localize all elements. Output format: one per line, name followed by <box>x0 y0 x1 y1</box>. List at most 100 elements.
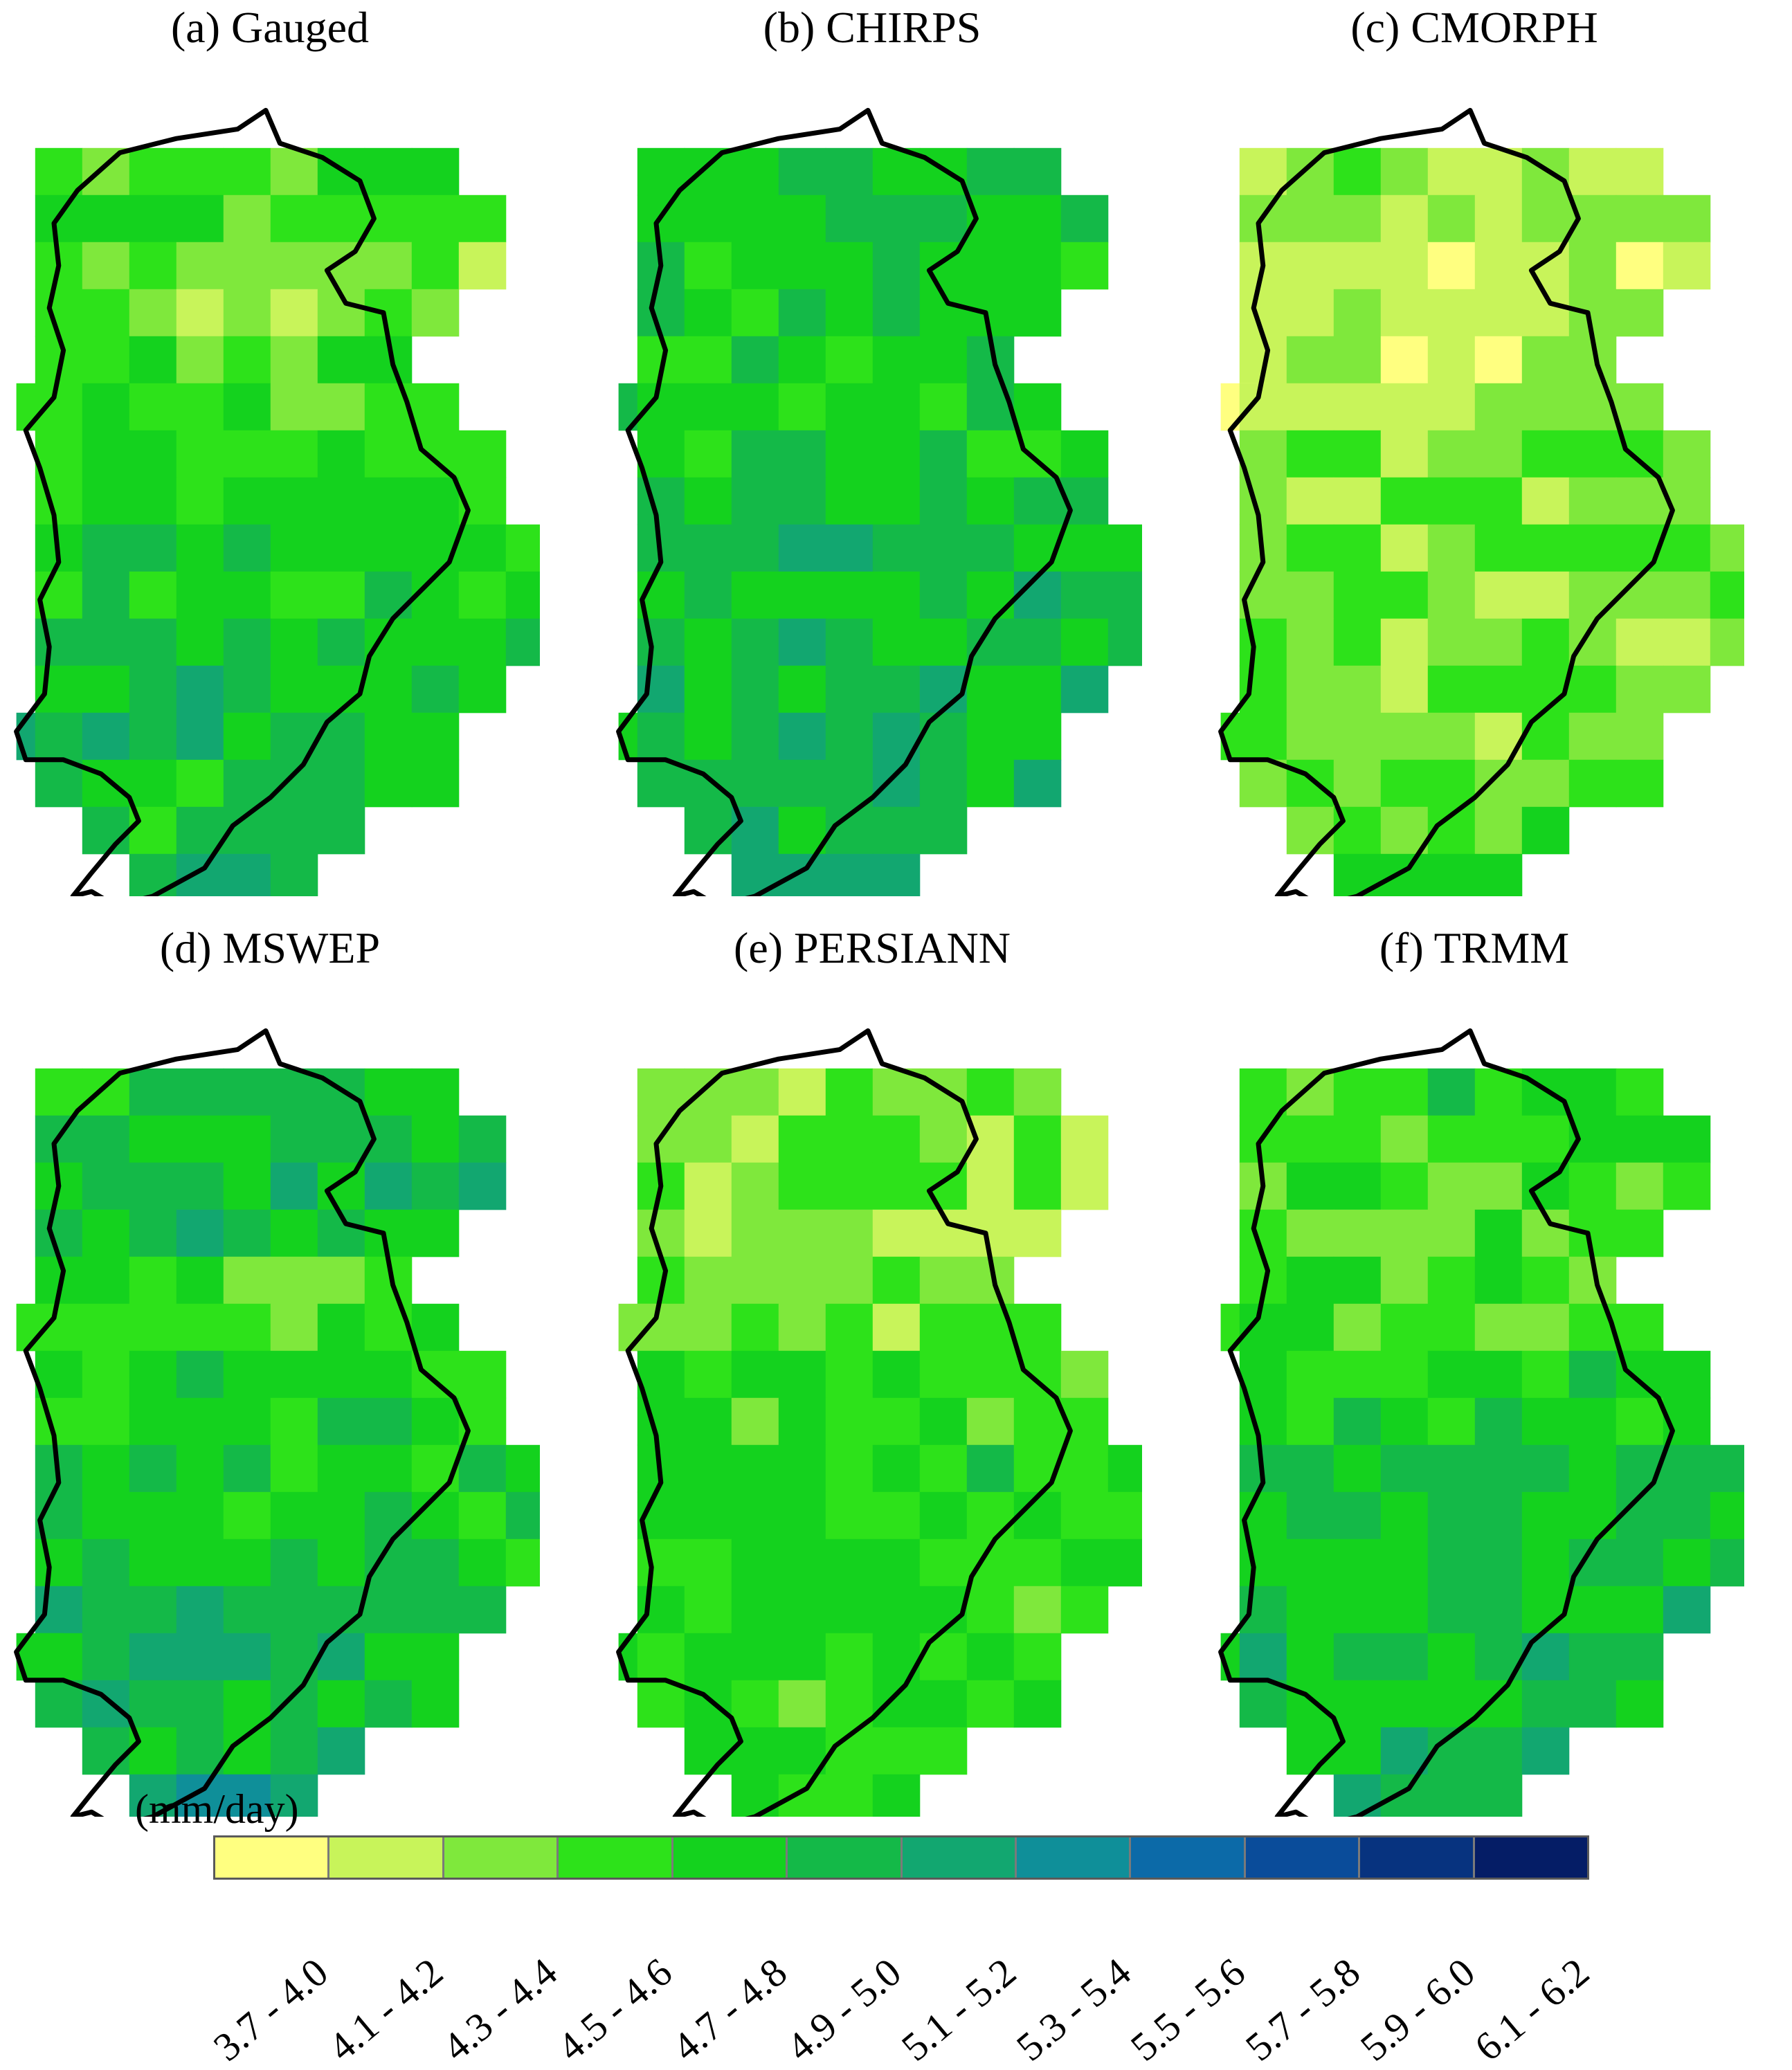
grid-cell <box>35 1350 83 1399</box>
grid-cell <box>35 712 83 761</box>
panel-title: (e) PERSIANN <box>734 923 1011 972</box>
grid-cell <box>1427 1538 1476 1587</box>
grid-cell <box>778 571 826 619</box>
grid-cell <box>1427 430 1476 478</box>
grid-cell <box>1380 242 1429 290</box>
grid-cell <box>1568 1633 1617 1681</box>
grid-cell <box>1663 194 1711 243</box>
grid-cell <box>270 1727 318 1775</box>
grid-cell <box>637 1068 685 1116</box>
grid-cell <box>1521 1256 1570 1305</box>
grid-cell <box>223 665 271 714</box>
grid-cell <box>458 430 507 478</box>
grid-cell <box>684 1115 732 1163</box>
grid-cell <box>778 524 826 572</box>
grid-cell <box>1427 1350 1476 1399</box>
precipitation-grid-map <box>1218 1028 1744 1817</box>
grid-cell <box>1521 383 1570 431</box>
grid-cell <box>176 712 224 761</box>
grid-cell <box>778 759 826 808</box>
grid-cell <box>684 1397 732 1446</box>
legend-label: 5.5 - 5.6 <box>1122 1949 1254 2070</box>
grid-cell <box>1060 1162 1109 1210</box>
legend-label: 5.7 - 5.8 <box>1236 1949 1368 2070</box>
grid-cell <box>684 571 732 619</box>
grid-cell <box>1568 759 1617 808</box>
grid-cell <box>872 1350 921 1399</box>
grid-cell <box>223 1303 271 1352</box>
grid-cell <box>778 1538 826 1587</box>
grid-cell <box>270 1680 318 1728</box>
grid-cell <box>270 430 318 478</box>
grid-cell <box>637 1350 685 1399</box>
legend-swatch <box>444 1837 559 1878</box>
grid-cell <box>778 1727 826 1775</box>
legend-swatch <box>1131 1837 1246 1878</box>
grid-cell <box>778 853 826 896</box>
grid-cell <box>1615 1162 1664 1210</box>
grid-cell <box>270 853 318 896</box>
grid-cell <box>223 524 271 572</box>
grid-cell <box>825 853 874 896</box>
grid-cell <box>1333 1491 1382 1540</box>
grid-cell <box>1568 477 1617 525</box>
legend-label: 5.9 - 6.0 <box>1351 1949 1483 2070</box>
grid-cell <box>637 1538 685 1587</box>
grid-cell <box>778 1115 826 1163</box>
grid-cell <box>1286 1068 1334 1116</box>
grid-cell <box>1521 1680 1570 1728</box>
grid-cell <box>82 1303 130 1352</box>
grid-cell <box>731 1209 779 1258</box>
grid-cell <box>317 1115 365 1163</box>
grid-cell <box>684 1162 732 1210</box>
grid-cell <box>35 1303 83 1352</box>
grid-cell <box>778 430 826 478</box>
grid-cell <box>176 1397 224 1446</box>
grid-cell <box>129 618 177 666</box>
grid-cell <box>1521 1350 1570 1399</box>
grid-cell <box>872 1680 921 1728</box>
grid-cell <box>1013 618 1062 666</box>
grid-cell <box>1013 194 1062 243</box>
grid-cell <box>1521 1444 1570 1493</box>
grid-cell <box>364 571 413 619</box>
grid-cell <box>1663 524 1711 572</box>
grid-cell <box>223 1633 271 1681</box>
grid-cell <box>1333 712 1382 761</box>
grid-cell <box>1286 430 1334 478</box>
grid-cell <box>1474 242 1523 290</box>
grid-cell <box>684 1068 732 1116</box>
grid-cell <box>684 194 732 243</box>
grid-cell <box>458 1491 507 1540</box>
panel-title: (a) Gauged <box>170 3 370 52</box>
grid-cell <box>825 477 874 525</box>
grid-cell <box>1380 712 1429 761</box>
grid-cell <box>1663 430 1711 478</box>
grid-cell <box>1333 1538 1382 1587</box>
grid-cell <box>1521 1491 1570 1540</box>
grid-cell <box>825 1256 874 1305</box>
grid-cell <box>82 759 130 808</box>
grid-cell <box>176 1444 224 1493</box>
grid-cell <box>317 1727 365 1775</box>
grid-cell <box>1474 1727 1523 1775</box>
grid-cell <box>1427 242 1476 290</box>
grid-cell <box>684 1538 732 1587</box>
grid-cell <box>637 383 685 431</box>
grid-cell <box>35 1538 83 1587</box>
grid-cell <box>1107 1538 1142 1587</box>
grid-cell <box>176 665 224 714</box>
grid-cell <box>872 665 921 714</box>
grid-cell <box>825 1633 874 1681</box>
grid-cell <box>1615 147 1664 196</box>
grid-cell <box>1615 524 1664 572</box>
grid-cell <box>1474 430 1523 478</box>
grid-cell <box>458 1586 507 1634</box>
grid-cell <box>1239 1068 1287 1116</box>
grid-cell <box>176 383 224 431</box>
grid-cell <box>872 242 921 290</box>
grid-cell <box>872 1115 921 1163</box>
grid-cell <box>684 1303 732 1352</box>
grid-cell <box>637 1303 685 1352</box>
grid-cell <box>637 477 685 525</box>
